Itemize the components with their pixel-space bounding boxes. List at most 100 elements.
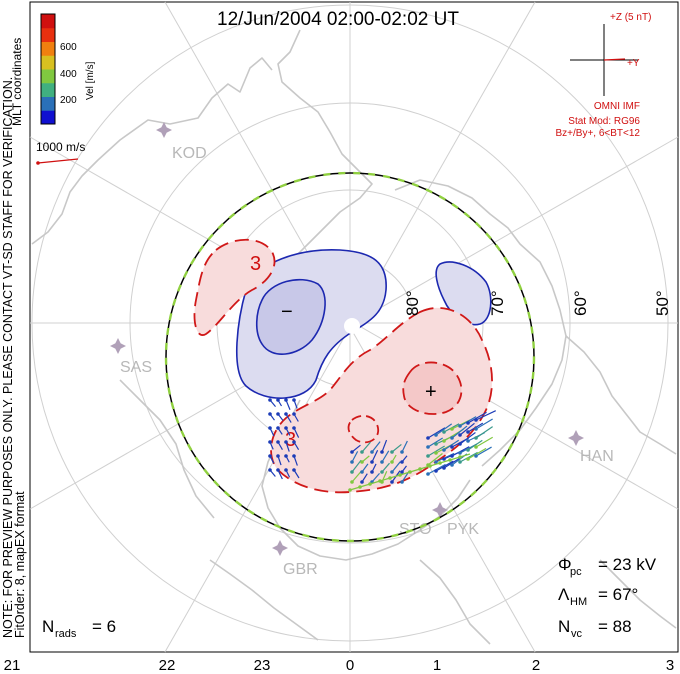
colorbar-tick: 400 [60,69,77,80]
velocity-vector-origin [276,398,280,402]
positive-cell-dusk [193,238,276,336]
velocity-vector-origin [474,418,478,422]
station-label: PYK [447,521,479,538]
mlt-label-22: 22 [159,657,176,674]
velocity-vector-origin [474,427,478,431]
velocity-vector-origin [458,424,462,428]
lat-label-70: 70° [488,290,507,316]
velocity-vector-origin [268,412,272,416]
velocity-vector [475,418,493,430]
scale-vector-dot [36,161,40,165]
velocity-vector-origin [434,433,438,437]
colorbar-swatch [41,27,55,42]
velocity-vector [443,457,461,469]
fit-statistics: Φ pc = 23 kV Λ HM = 67° N vc = 88 N rads… [42,555,657,640]
velocity-vector-origin [390,470,394,474]
velocity-vector-origin [292,412,296,416]
velocity-vector-origin [276,426,280,430]
nvc-subscript: vc [571,628,583,640]
velocity-vector-origin [380,470,384,474]
velocity-vector-origin [350,480,354,484]
contour-value-label: 3 [250,253,261,275]
mlt-label-1: 1 [433,657,441,674]
station-pyk: PYK [432,502,479,538]
velocity-vector-origin [284,468,288,472]
velocity-vector [467,439,483,451]
coast-asia-east [565,335,677,455]
positive-cell-outer [270,307,493,494]
nrads-subscript: rads [55,628,77,640]
colorbar-swatch [41,110,55,125]
velocity-vector-origin [426,436,430,440]
velocity-vector-origin [350,470,354,474]
coast-far-east [599,559,677,629]
contour-value-label: 3 [285,429,296,451]
velocity-vector-origin [370,450,374,454]
imf-model: Stat Mod: RG96 [568,116,640,127]
imf-vector [603,58,626,61]
imf-z-label: +Z (5 nT) [610,12,651,23]
lambda-subscript: HM [570,596,587,608]
velocity-vector-origin [450,463,454,467]
velocity-vector-origin [426,472,430,476]
velocity-vector-origin [276,468,280,472]
velocity-vector-origin [268,426,272,430]
scale-vector-line [37,158,79,164]
velocity-vector-origin [276,440,280,444]
velocity-vector [427,427,446,439]
velocity-vector [391,461,401,473]
velocity-vector [475,436,494,448]
imf-source: OMNI IMF [594,101,640,112]
velocity-vector-origin [434,469,438,473]
velocity-vector-origin [284,412,288,416]
velocity-vector [459,422,475,436]
colorbar-swatches [41,14,55,125]
velocity-vector [351,470,363,483]
velocity-vector [475,410,496,421]
velocity-vector-origin [348,488,352,492]
velocity-vector-origin [390,450,394,454]
velocity-vector [361,441,371,453]
velocity-colorbar: 600 400 200 Vel [m/s] [40,13,96,125]
velocity-vector [427,453,443,466]
velocity-vector [351,444,361,453]
potential-minimum-marker: − [281,301,293,323]
radar-count: N rads = 6 [42,617,116,640]
colorbar-tick: 200 [60,95,77,106]
nvc-value: = 88 [598,617,632,636]
velocity-vector-origin [370,460,374,464]
velocity-vector [401,440,408,453]
positive-cell-inner [402,361,463,415]
station-sas: SAS [110,338,152,376]
velocity-vector-origin [400,480,404,484]
coast-atlantic [209,559,319,641]
velocity-vector-origin [292,398,296,402]
velocity-vector [435,423,453,436]
velocity-vector-origin [466,448,470,452]
mlt-label-21: 21 [4,657,21,674]
colorbar-tick: 600 [60,42,77,53]
velocity-vector-origin [458,442,462,446]
imf-condition: Bz+/By+, 6<BT<12 [556,128,641,139]
velocity-vector-origin [448,458,452,462]
vector-count: N vc = 88 [558,617,632,640]
velocity-vector-origin [428,464,432,468]
velocity-vector-origin [474,454,478,458]
velocity-vector [459,451,478,463]
mlt-label-23: 23 [254,657,271,674]
velocity-vector-origin [292,454,296,458]
velocity-vector-origin [268,468,272,472]
station-label: KOD [172,145,207,162]
velocity-vector-origin [442,457,446,461]
velocity-vector-origin [426,454,430,458]
velocity-vector [371,472,380,483]
velocity-vector-origin [370,470,374,474]
station-label: GBR [283,561,318,578]
velocity-vector-origin [368,482,372,486]
velocity-vector-origin [442,430,446,434]
velocity-vector-origin [418,467,422,471]
velocity-vector-origin [360,480,364,484]
velocity-vector-origin [400,450,404,454]
velocity-vector-origin [380,450,384,454]
